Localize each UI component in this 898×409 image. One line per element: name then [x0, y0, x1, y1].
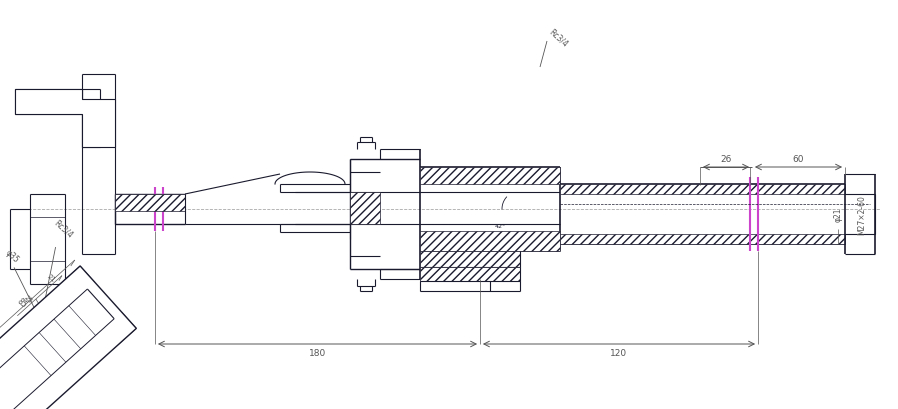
Text: M27×2-60: M27×2-60	[858, 195, 867, 234]
Text: 180: 180	[309, 348, 326, 357]
Polygon shape	[6, 396, 43, 409]
Polygon shape	[0, 350, 2, 386]
Text: 26: 26	[720, 155, 732, 164]
Polygon shape	[350, 193, 380, 225]
Text: Rc3/4: Rc3/4	[52, 218, 75, 240]
Polygon shape	[100, 312, 136, 348]
Text: Rc3/4: Rc3/4	[547, 27, 569, 49]
Text: 25: 25	[23, 294, 33, 304]
Text: 60: 60	[793, 155, 805, 164]
Text: 85: 85	[15, 296, 29, 309]
Text: V: V	[8, 397, 16, 409]
Polygon shape	[420, 252, 520, 267]
Polygon shape	[420, 267, 520, 281]
Polygon shape	[560, 234, 845, 245]
Text: 21: 21	[46, 273, 57, 283]
Polygon shape	[15, 90, 115, 148]
Text: φ21: φ21	[833, 207, 842, 222]
Polygon shape	[420, 231, 560, 252]
Polygon shape	[560, 184, 845, 195]
Polygon shape	[0, 266, 136, 409]
Polygon shape	[57, 266, 95, 303]
Text: 120: 120	[611, 348, 628, 357]
Text: φ35: φ35	[4, 247, 21, 264]
Text: 42°: 42°	[495, 223, 506, 229]
Polygon shape	[115, 195, 185, 211]
Polygon shape	[420, 168, 560, 184]
